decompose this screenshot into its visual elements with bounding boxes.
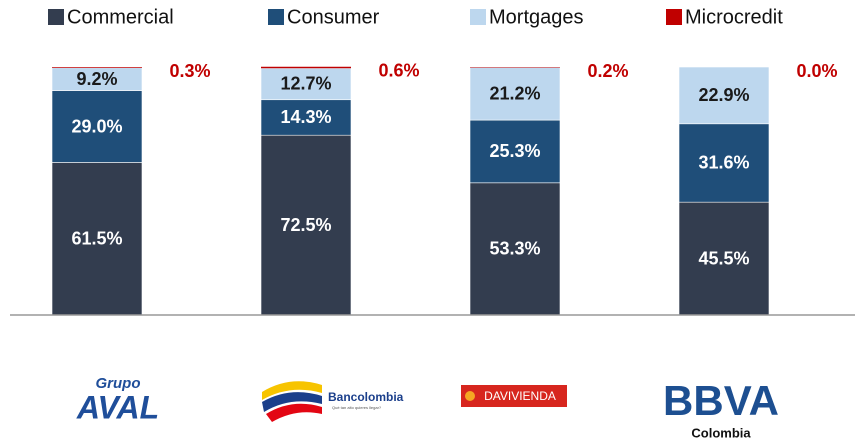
data-label: 72.5% <box>280 215 331 235</box>
bar-segment <box>51 162 143 316</box>
logo-text: BBVA <box>663 377 779 424</box>
logo-text: AVAL <box>76 389 159 425</box>
bar-segment <box>261 66 351 69</box>
logo-shape <box>465 391 475 401</box>
legend-swatch <box>470 9 486 25</box>
logo-davivienda: DAVIVIENDA <box>461 385 567 407</box>
logo-shape <box>461 385 567 407</box>
bar-segment <box>260 67 352 101</box>
logo-bancolombia: Bancolombia Qué tan alto quieres llegar? <box>262 381 404 422</box>
data-label: 14.3% <box>280 107 331 127</box>
logo-shape <box>262 381 322 400</box>
bar-segment <box>51 90 143 163</box>
bar-segment <box>678 201 770 316</box>
logo-text: Grupo <box>96 375 141 392</box>
logo-shape <box>262 392 322 412</box>
logo-aval: Grupo AVAL <box>76 375 159 425</box>
bar-segment <box>52 67 142 68</box>
bar-segment <box>260 99 352 136</box>
legend-label: Mortgages <box>489 6 584 28</box>
data-label: 21.2% <box>489 84 540 104</box>
data-label: 61.5% <box>71 228 122 248</box>
legend-swatch <box>48 9 64 25</box>
data-label: 25.3% <box>489 141 540 161</box>
legend-swatch <box>666 9 682 25</box>
data-label: 53.3% <box>489 239 540 259</box>
legend-swatch <box>268 9 284 25</box>
data-label: 45.5% <box>698 248 749 268</box>
data-label: 0.3% <box>169 61 210 81</box>
data-label: 12.7% <box>280 74 331 94</box>
legend-label: Consumer <box>287 6 380 28</box>
legend-label: Commercial <box>67 6 174 28</box>
logo-bbva: BBVA Colombia <box>663 377 779 440</box>
data-label: 31.6% <box>698 153 749 173</box>
logo-text: Bancolombia <box>328 390 404 404</box>
data-label: 0.2% <box>587 61 628 81</box>
bar-segment <box>678 123 770 203</box>
data-label: 0.6% <box>378 61 419 81</box>
logo-text: Qué tan alto quieres llegar? <box>332 405 382 410</box>
data-label: 0.0% <box>796 61 837 81</box>
logo-text: DAVIVIENDA <box>484 389 556 403</box>
data-label: 22.9% <box>698 85 749 105</box>
data-label: 9.2% <box>76 69 117 89</box>
bar-segment <box>469 182 561 316</box>
bar-segment <box>469 67 561 121</box>
logo-shape <box>266 403 322 422</box>
logo-text: Colombia <box>691 425 751 440</box>
legend-label: Microcredit <box>685 6 783 28</box>
data-label: 29.0% <box>71 116 122 136</box>
